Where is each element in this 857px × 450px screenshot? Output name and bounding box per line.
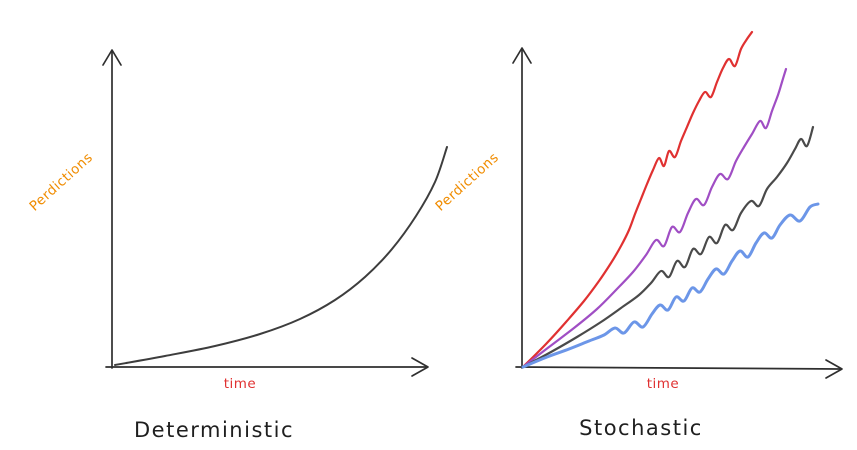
stochastic-trajectory-gray xyxy=(521,125,815,369)
deterministic-growth-curve xyxy=(114,146,448,366)
right-y-axis-arrowhead-icon xyxy=(512,47,532,64)
right-x-axis xyxy=(515,366,841,370)
left-y-axis-label: Perdictions xyxy=(26,150,96,215)
right-x-axis-label: time xyxy=(647,376,680,392)
right-chart-curves xyxy=(521,30,820,369)
right-chart: Perdictions time Stochastic xyxy=(432,30,843,440)
right-chart-title: Stochastic xyxy=(579,416,703,440)
left-chart-title: Deterministic xyxy=(134,418,294,442)
left-chart: Perdictions time Deterministic xyxy=(26,49,448,442)
left-chart-curves xyxy=(114,146,448,366)
stochastic-trajectory-purple xyxy=(521,67,788,369)
stochastic-trajectory-red xyxy=(521,30,754,369)
left-y-axis-arrowhead-icon xyxy=(102,49,122,66)
left-x-axis-arrowhead-icon xyxy=(411,357,429,377)
stochastic-trajectory-blue xyxy=(521,202,820,369)
left-x-axis-label: time xyxy=(224,376,257,392)
right-x-axis-arrowhead-icon xyxy=(825,359,843,379)
